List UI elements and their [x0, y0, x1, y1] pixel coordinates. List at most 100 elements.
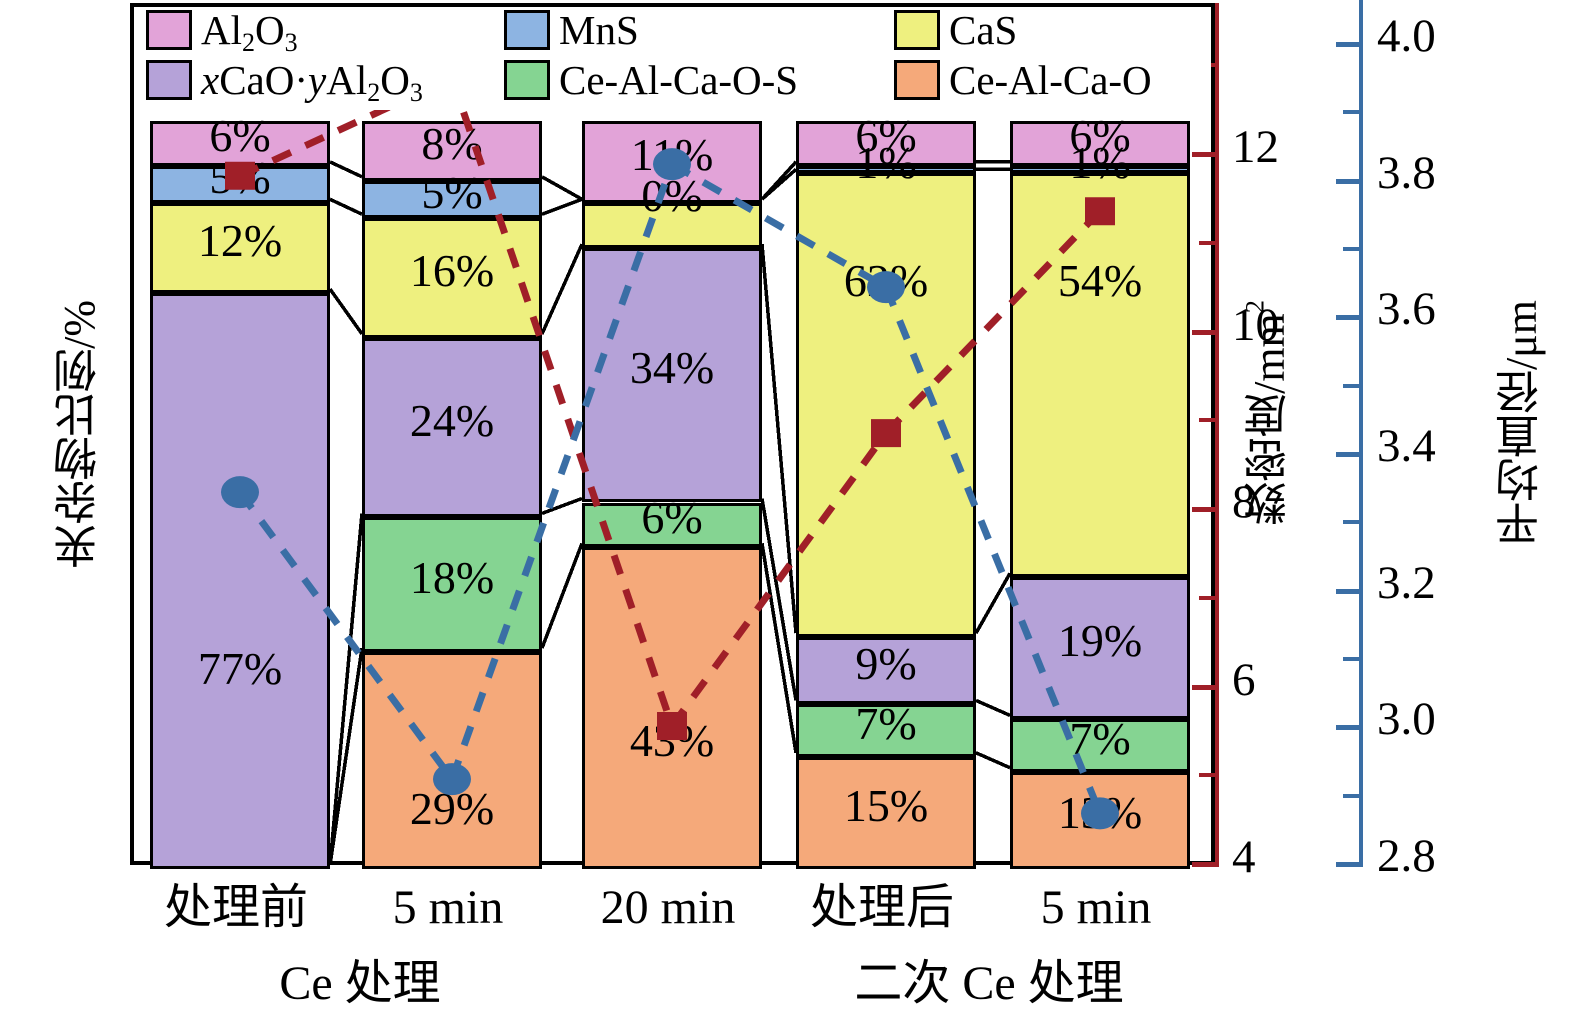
legend: Al2O3 MnS CaS xCaO·yAl2O3 Ce-Al-Ca-O-S C…	[134, 7, 1211, 110]
x-axis-label-5: 5 min	[1040, 881, 1152, 934]
legend-label-ce-al-ca-o: Ce-Al-Ca-O	[949, 56, 1152, 103]
overlay-marker-square	[1085, 197, 1115, 226]
bar-segment-al2o3	[150, 121, 330, 166]
tick-number-density	[1199, 240, 1219, 245]
legend-swatch-cas	[894, 10, 940, 50]
x-axis-group-label-1: Ce 处理	[279, 957, 441, 1010]
tick-label-number-density: 10	[1232, 298, 1279, 351]
tick-label-number-density: 12	[1232, 121, 1279, 173]
bar-segment-ce-al-ca-o-s	[362, 517, 542, 653]
plot-frame: 77%12%5%6%29%18%24%16%5%8%43%6%34%0%11%1…	[130, 3, 1215, 869]
tick-number-density	[1199, 418, 1219, 423]
bar-segment-al2o3	[362, 121, 542, 181]
bar-5	[1010, 121, 1190, 869]
tick-label-number-density: 4	[1232, 831, 1256, 883]
y-axis-title: 夹杂物比例/%	[55, 300, 104, 569]
legend-swatch-mns	[504, 10, 550, 50]
legend-swatch-al2o3	[146, 10, 192, 50]
legend-label-al2o3: Al2O3	[201, 6, 298, 57]
overlay-line-1	[448, 76, 676, 728]
bar-segment-al2o3	[796, 121, 976, 166]
bar-segment-ce-al-ca-o-s	[796, 704, 976, 757]
legend-item-ce-al-ca-o: Ce-Al-Ca-O	[894, 56, 1152, 103]
legend-item-cas: CaS	[894, 6, 1018, 53]
overlay-marker-circle	[433, 763, 471, 796]
tick-label-number-density: 8	[1232, 476, 1256, 528]
legend-label-cas: CaS	[949, 6, 1018, 53]
right-axis-1-title: 数密度/mm2	[1239, 300, 1294, 526]
legend-item-xcao-yal2o3: xCaO·yAl2O3	[146, 56, 423, 107]
bar-segment-xcao-yal2o3	[362, 337, 542, 518]
tick-number-density	[1192, 152, 1219, 157]
x-axis-label-2: 5 min	[392, 881, 504, 934]
tick-mean-diameter	[1336, 42, 1363, 47]
right-axis-number-density-line	[1215, 3, 1219, 865]
tick-number-density	[1192, 862, 1219, 867]
bar-segment-mns	[796, 165, 976, 174]
tick-label-mean-diameter: 2.8	[1377, 830, 1436, 882]
bar-segment-cas	[1010, 173, 1190, 578]
tick-mean-diameter	[1336, 588, 1363, 594]
overlay-line-2	[882, 285, 1104, 815]
tick-mean-diameter	[1343, 657, 1363, 661]
tick-label-mean-diameter: 4.0	[1377, 10, 1436, 62]
overlay-line-1	[669, 431, 889, 729]
x-axis-label-3: 20 min	[600, 881, 736, 934]
tick-mean-diameter	[1336, 315, 1363, 321]
tick-mean-diameter	[1336, 178, 1363, 184]
bar-segment-ce-al-ca-o-s	[582, 502, 762, 548]
tick-label-mean-diameter: 3.2	[1377, 556, 1436, 609]
bar-1	[150, 121, 330, 869]
tick-number-density	[1192, 684, 1219, 690]
bar-segment-mns	[1010, 165, 1190, 174]
bar-4	[796, 121, 976, 869]
legend-swatch-ce-al-ca-o	[894, 60, 940, 100]
overlay-line-2	[448, 162, 676, 781]
tick-label-mean-diameter: 3.4	[1377, 420, 1436, 472]
tick-number-density	[1192, 329, 1219, 335]
legend-label-mns: MnS	[559, 6, 639, 53]
bar-segment-xcao-yal2o3	[150, 293, 330, 869]
right-axis-mean-diameter-line	[1359, 0, 1363, 866]
legend-item-ce-al-ca-o-s: Ce-Al-Ca-O-S	[504, 56, 799, 103]
bar-3	[582, 121, 762, 869]
bar-segment-cas	[582, 203, 762, 249]
right-axis-2-title: 平均直径/μm	[1497, 300, 1546, 547]
legend-item-mns: MnS	[504, 6, 639, 53]
legend-swatch-ce-al-ca-o-s	[504, 60, 550, 100]
bar-segment-cas	[796, 173, 976, 638]
x-axis-label-4: 处理后	[809, 881, 954, 934]
tick-mean-diameter	[1343, 247, 1363, 251]
bar-segment-ce-al-ca-o	[362, 652, 542, 869]
tick-label-mean-diameter: 3.8	[1377, 146, 1436, 199]
overlay-marker-circle	[867, 271, 905, 304]
bar-segment-cas	[362, 218, 542, 338]
bar-2	[362, 121, 542, 869]
legend-label-xcao-yal2o3: xCaO·yAl2O3	[201, 56, 423, 107]
tick-mean-diameter	[1336, 452, 1363, 457]
overlay-line-1	[883, 208, 1103, 436]
tick-mean-diameter	[1343, 110, 1363, 115]
tick-label-number-density: 6	[1232, 653, 1256, 706]
overlay-line-series	[221, 64, 1119, 830]
overlay-marker-circle	[653, 148, 691, 181]
bar-segment-cas	[150, 203, 330, 294]
tick-label-mean-diameter: 3.6	[1377, 283, 1436, 336]
legend-swatch-xcao-yal2o3	[146, 60, 192, 100]
legend-label-ce-al-ca-o-s: Ce-Al-Ca-O-S	[559, 56, 799, 103]
tick-mean-diameter	[1343, 520, 1363, 525]
x-axis-group-label-2: 二次 Ce 处理	[854, 957, 1124, 1010]
tick-number-density	[1199, 773, 1219, 778]
overlay-marker-square	[871, 419, 901, 448]
bar-segment-xcao-yal2o3	[796, 637, 976, 705]
tick-number-density	[1192, 507, 1219, 512]
bar-segment-ce-al-ca-o	[796, 756, 976, 869]
overlay-marker-square	[657, 712, 687, 740]
tick-mean-diameter	[1336, 725, 1363, 731]
overlay-marker-circle	[221, 476, 259, 509]
overlay-marker-circle	[1081, 797, 1119, 830]
x-axis-label-1: 处理前	[163, 881, 308, 934]
overlay-line-2	[670, 161, 888, 291]
tick-mean-diameter	[1343, 793, 1363, 798]
tick-mean-diameter	[1343, 383, 1363, 388]
